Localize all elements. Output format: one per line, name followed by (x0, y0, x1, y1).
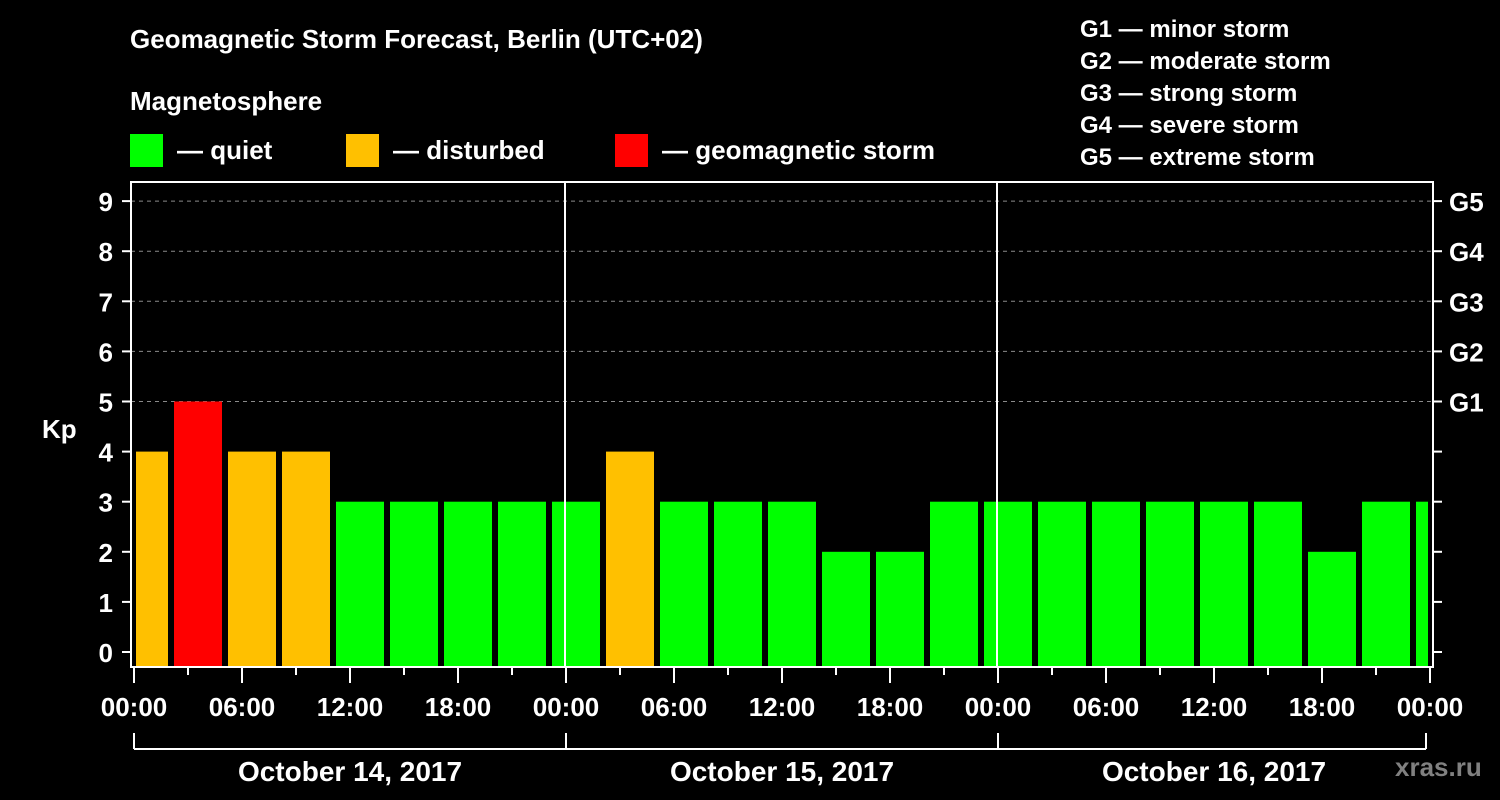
x-tick-label: 18:00 (857, 692, 924, 722)
kp-bar (714, 501, 762, 666)
day-label: October 16, 2017 (1102, 756, 1326, 787)
kp-bar (228, 451, 276, 666)
y-tick-label: 7 (99, 287, 113, 317)
x-tick-label: 00:00 (101, 692, 168, 722)
kp-bar (1254, 501, 1302, 666)
y-tick-label: 1 (99, 588, 113, 618)
kp-bar (930, 501, 978, 666)
y-tick-label: 4 (99, 438, 114, 468)
legend-label: — quiet (177, 134, 273, 165)
y-tick-label: 3 (99, 488, 113, 518)
kp-bar (606, 451, 654, 666)
g-level-label: G3 (1449, 287, 1484, 317)
kp-bar (1092, 501, 1140, 666)
y-tick-label: 5 (99, 388, 113, 418)
x-tick-label: 00:00 (1397, 692, 1464, 722)
g5-legend: G5 — extreme storm (1080, 144, 1315, 171)
legend-item-storm: — geomagnetic storm (615, 133, 936, 167)
watermark: xras.ru (1395, 752, 1482, 782)
g-scale-legend: G1 — minor storm G2 — moderate storm G3 … (1080, 14, 1331, 174)
y-tick-label: 6 (99, 337, 113, 367)
x-tick-label: 12:00 (317, 692, 384, 722)
y-tick-label: 2 (99, 538, 113, 568)
kp-bar (282, 451, 330, 666)
kp-bar (136, 451, 168, 666)
kp-bar (1308, 551, 1356, 666)
disturbed-swatch (346, 133, 379, 167)
legend-label: — geomagnetic storm (662, 134, 936, 165)
bars (136, 401, 1428, 666)
x-tick-label: 18:00 (1289, 692, 1356, 722)
storm-swatch (615, 133, 648, 167)
quiet-swatch (130, 133, 163, 167)
kp-bar (174, 401, 222, 666)
g-level-label: G5 (1449, 187, 1484, 217)
kp-bar (660, 501, 708, 666)
x-tick-label: 12:00 (1181, 692, 1248, 722)
g2-legend: G2 — moderate storm (1080, 48, 1331, 75)
kp-bar (984, 501, 1032, 666)
y-axis-label: Kp (42, 414, 77, 444)
kp-bar (1362, 501, 1410, 666)
day-label: October 14, 2017 (238, 756, 462, 787)
kp-bar (1146, 501, 1194, 666)
kp-bar (444, 501, 492, 666)
kp-bar (552, 501, 600, 666)
kp-bar (822, 551, 870, 666)
kp-bar (390, 501, 438, 666)
legend-item-quiet: — quiet (130, 133, 273, 167)
kp-bar (876, 551, 924, 666)
day-label: October 15, 2017 (670, 756, 894, 787)
kp-bar (1200, 501, 1248, 666)
kp-bar (768, 501, 816, 666)
g4-legend: G4 — severe storm (1080, 112, 1299, 139)
x-tick-label: 18:00 (425, 692, 492, 722)
x-tick-label: 06:00 (1073, 692, 1140, 722)
g1-legend: G1 — minor storm (1080, 16, 1290, 43)
legend-label: — disturbed (393, 134, 545, 165)
legend-heading: Magnetosphere (130, 86, 323, 116)
x-tick-label: 12:00 (749, 692, 816, 722)
kp-bar (336, 501, 384, 666)
x-tick-label: 06:00 (641, 692, 708, 722)
y-tick-label: 8 (99, 237, 113, 267)
y-tick-label: 9 (99, 187, 113, 217)
kp-bar (1038, 501, 1086, 666)
legend-item-disturbed: — disturbed (346, 133, 545, 167)
kp-bar (498, 501, 546, 666)
kp-bar (1416, 501, 1428, 666)
g-level-label: G2 (1449, 337, 1484, 367)
g3-legend: G3 — strong storm (1080, 80, 1298, 107)
x-tick-label: 00:00 (965, 692, 1032, 722)
chart-title: Geomagnetic Storm Forecast, Berlin (UTC+… (130, 24, 703, 54)
y-tick-label: 0 (99, 638, 113, 668)
g-level-label: G1 (1449, 388, 1484, 418)
x-tick-label: 06:00 (209, 692, 276, 722)
x-tick-label: 00:00 (533, 692, 600, 722)
g-level-label: G4 (1449, 237, 1484, 267)
